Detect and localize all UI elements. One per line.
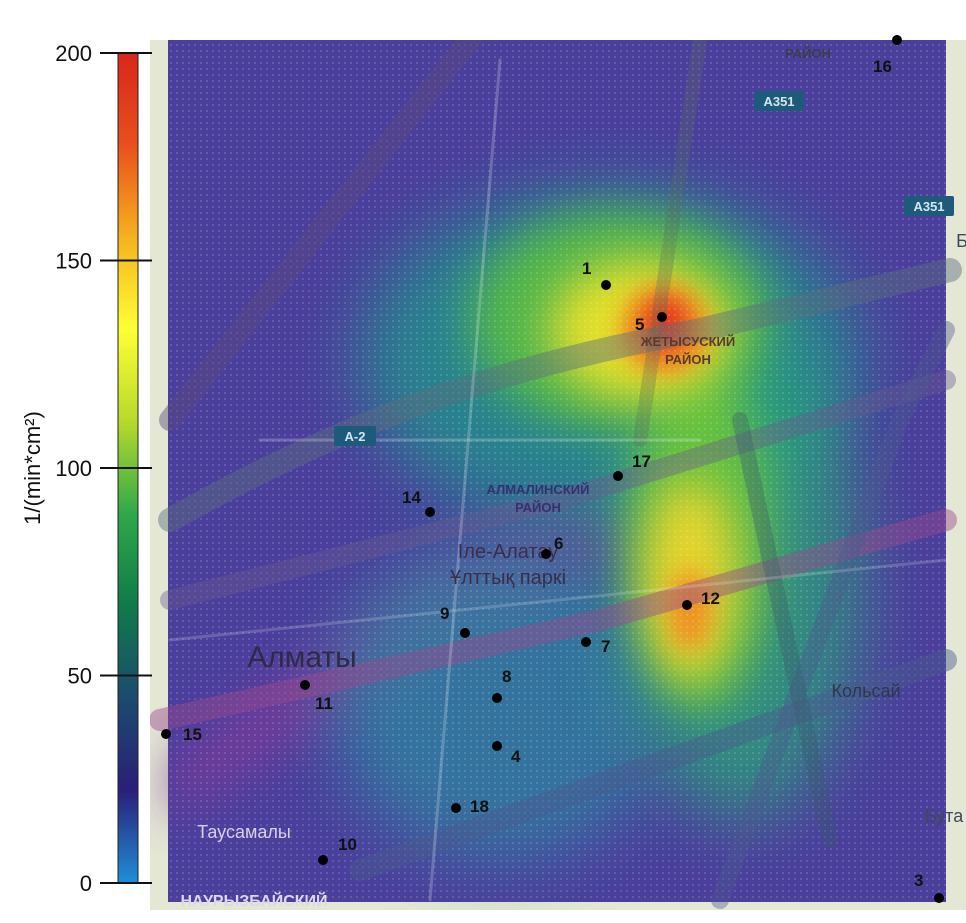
colorbar: 0 50 100 150 200 1/(min*cm²) <box>20 41 152 896</box>
road-mid <box>160 370 956 610</box>
station-16: 16 <box>873 35 902 76</box>
colorbar-tick-label: 150 <box>55 249 92 274</box>
station-label: 6 <box>554 534 563 553</box>
station-18: 18 <box>451 797 489 816</box>
road-badge-a351-right: A351 <box>904 196 954 216</box>
road-badge-label: A351 <box>913 199 944 214</box>
station-label: 17 <box>632 452 651 471</box>
station-dot <box>934 893 944 903</box>
station-7: 7 <box>581 637 610 656</box>
station-6: 6 <box>541 534 563 559</box>
station-dot <box>451 803 461 813</box>
heatmap-dot-texture <box>168 40 946 902</box>
road-east-vert <box>732 412 838 848</box>
station-dot <box>581 637 591 647</box>
station-8: 8 <box>492 667 511 703</box>
station-label: 16 <box>873 57 892 76</box>
station-dot <box>682 600 692 610</box>
district-label-almaly: АЛМАЛИНСКИЙ <box>487 482 590 497</box>
road-diagonal-nw <box>159 40 481 431</box>
road-badge-a351-top: A351 <box>754 91 804 111</box>
city-label-almaty: Алматы <box>247 641 356 674</box>
station-label: 8 <box>502 667 511 686</box>
road-thin-1 <box>428 58 502 902</box>
station-12: 12 <box>682 589 720 610</box>
district-label-zhetysu: ЖЕТЫСУСКИЙ <box>640 334 735 349</box>
place-label-edge-b: Б <box>956 231 966 251</box>
colorbar-axis-label: 1/(min*cm²) <box>20 411 45 525</box>
station-15: 15 <box>161 725 202 744</box>
district-label-turksib: ТУРКСИБСКИЙ <box>760 28 856 43</box>
station-dot <box>613 471 623 481</box>
map-place-labels: ТУРКСИБСКИЙ РАЙОН ЖЕТЫСУСКИЙ РАЙОН АЛМАЛ… <box>180 28 966 923</box>
station-9: 9 <box>440 604 470 638</box>
road-network <box>150 40 962 909</box>
station-label: 5 <box>635 315 644 334</box>
district-label-almaly-2: РАЙОН <box>515 500 561 515</box>
station-dot <box>657 312 667 322</box>
station-dot <box>161 729 171 739</box>
district-label-nauryzbay-2: РАЙОН <box>226 911 282 923</box>
station-dot <box>492 693 502 703</box>
station-dot <box>300 680 310 690</box>
place-label-tausamaly: Таусамалы <box>197 822 291 842</box>
district-label-turksib-2: РАЙОН <box>785 46 831 61</box>
place-label-kolsay: Кольсай <box>831 681 900 701</box>
district-label-zhetysu-2: РАЙОН <box>665 352 711 367</box>
station-label: 4 <box>511 747 521 766</box>
road-badge-label: A351 <box>763 94 794 109</box>
park-label-national: Ұлттық паркі <box>450 567 566 589</box>
station-dot <box>892 35 902 45</box>
station-label: 3 <box>914 871 923 890</box>
station-label: 11 <box>315 694 333 713</box>
station-dot <box>492 741 502 751</box>
station-dot <box>318 855 328 865</box>
station-4: 4 <box>492 741 521 766</box>
colorbar-ticks: 0 50 100 150 200 <box>55 41 152 896</box>
base-map: A351 A351 A-2 ТУРКСИБСКИЙ РАЙОН ЖЕТЫСУСК… <box>150 28 966 923</box>
station-label: 18 <box>470 797 489 816</box>
station-label: 7 <box>601 637 610 656</box>
road-east-diag <box>711 321 955 909</box>
colorbar-tick-label: 200 <box>55 41 92 66</box>
road-thin-3 <box>168 558 948 642</box>
colorbar-tick-label: 0 <box>80 871 92 896</box>
station-3: 3 <box>914 871 944 903</box>
station-17: 17 <box>613 452 651 481</box>
road-a2 <box>158 258 962 532</box>
road-southeast <box>349 649 957 881</box>
station-label: 10 <box>338 835 357 854</box>
colorbar-tick-label: 100 <box>55 456 92 481</box>
station-10: 10 <box>318 835 357 865</box>
station-dot <box>601 280 611 290</box>
station-5: 5 <box>635 312 667 334</box>
station-label: 14 <box>402 488 421 507</box>
park-label-ile-alatau: Іле-Алатау <box>458 541 559 563</box>
district-label-nauryzbay: НАУРЫЗБАЙСКИЙ <box>180 891 327 910</box>
colorbar-tick-label: 50 <box>68 664 92 689</box>
station-label: 15 <box>183 725 202 744</box>
station-label: 12 <box>701 589 720 608</box>
station-label: 1 <box>582 259 591 278</box>
station-dot <box>460 628 470 638</box>
place-label-buta: Бута <box>925 806 964 826</box>
road-north-vert <box>633 40 707 447</box>
station-label: 9 <box>440 604 449 623</box>
station-1: 1 <box>582 259 611 290</box>
road-badge-a2: A-2 <box>334 426 376 446</box>
station-dot <box>541 549 551 559</box>
road-badge-label: A-2 <box>345 429 366 444</box>
station-11: 11 <box>300 680 333 713</box>
station-dot <box>425 507 435 517</box>
heatmap-field <box>168 40 946 902</box>
station-14: 14 <box>402 488 435 517</box>
station-markers: 1 3 4 5 6 7 8 9 <box>161 35 944 903</box>
